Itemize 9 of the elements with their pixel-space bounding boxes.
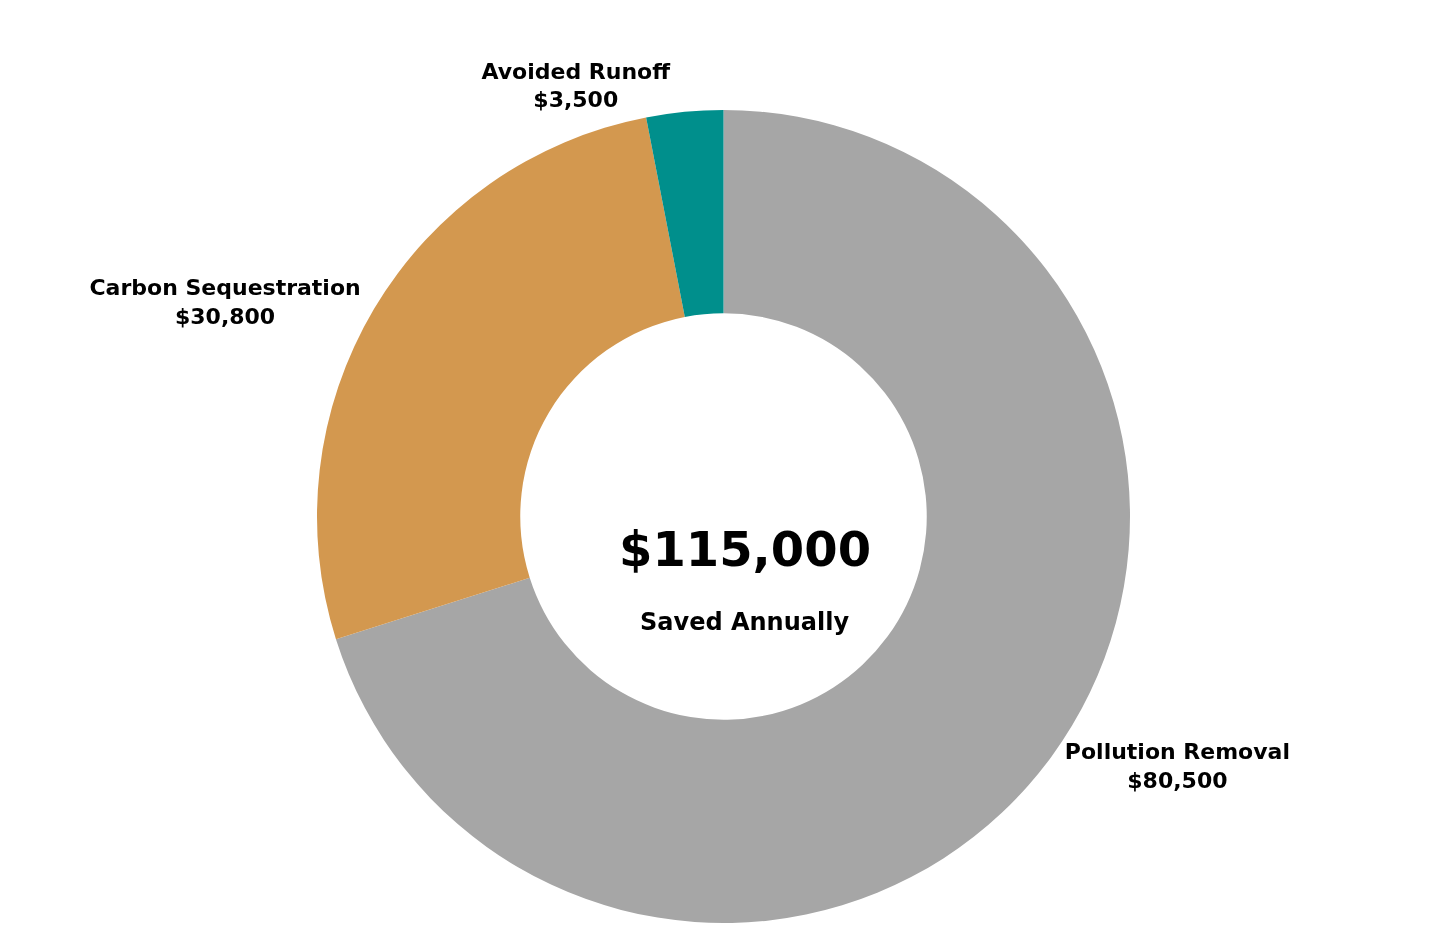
slice-label: Avoided Runoff (481, 58, 672, 84)
data-label: $3,500 (533, 87, 619, 113)
text: $115,000 (619, 521, 872, 577)
data-label: $30,800 (174, 303, 276, 329)
slice-label: Pollution Removal (1064, 739, 1290, 765)
data-label: $80,500 (1127, 767, 1228, 793)
donut-slice (646, 110, 724, 317)
text: Saved Annually (640, 608, 850, 636)
slice-label: Carbon Sequestration (89, 274, 361, 300)
